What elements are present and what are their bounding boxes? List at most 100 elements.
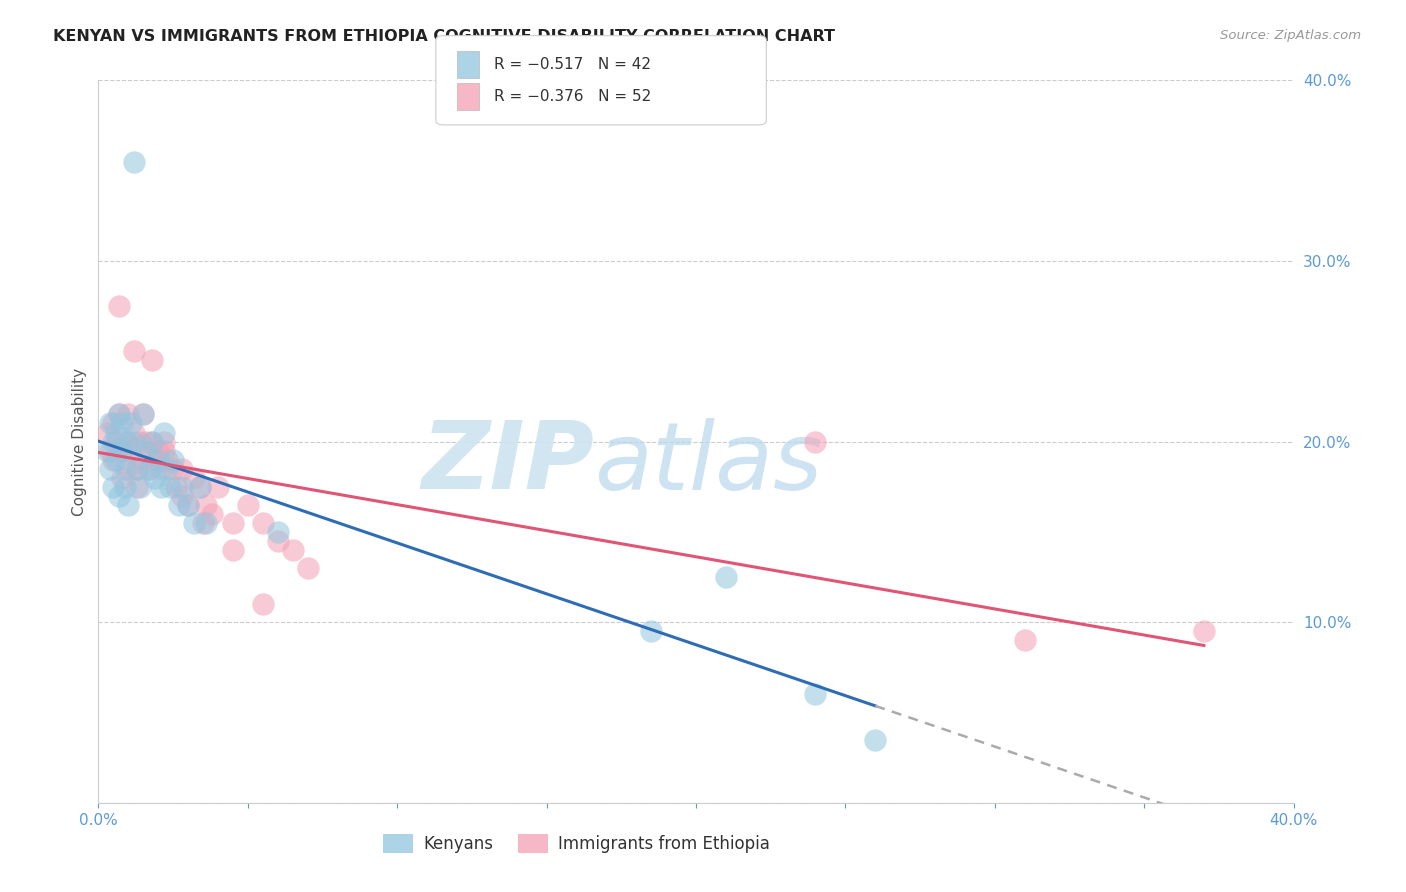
- Legend: Kenyans, Immigrants from Ethiopia: Kenyans, Immigrants from Ethiopia: [377, 827, 776, 860]
- Point: [207, 480, 229, 494]
- Point: [124, 344, 146, 359]
- Point: [172, 480, 194, 494]
- Point: [127, 461, 149, 475]
- Point: [98, 417, 122, 431]
- Text: atlas: atlas: [595, 417, 823, 508]
- Point: [172, 489, 194, 503]
- Point: [252, 516, 274, 530]
- Point: [1192, 624, 1215, 639]
- Point: [111, 417, 134, 431]
- Text: KENYAN VS IMMIGRANTS FROM ETHIOPIA COGNITIVE DISABILITY CORRELATION CHART: KENYAN VS IMMIGRANTS FROM ETHIOPIA COGNI…: [53, 29, 835, 44]
- Point: [117, 498, 139, 512]
- Point: [138, 461, 160, 475]
- Point: [640, 624, 662, 639]
- Point: [153, 443, 176, 458]
- Point: [172, 461, 194, 475]
- Text: R = −0.517   N = 42: R = −0.517 N = 42: [494, 57, 651, 71]
- Point: [148, 452, 170, 467]
- Point: [124, 154, 146, 169]
- Point: [132, 408, 155, 422]
- Point: [98, 443, 122, 458]
- Point: [191, 516, 214, 530]
- Point: [105, 452, 128, 467]
- Point: [103, 480, 125, 494]
- Point: [865, 732, 887, 747]
- Point: [177, 498, 200, 512]
- Point: [1014, 633, 1036, 648]
- Point: [127, 461, 149, 475]
- Point: [267, 533, 290, 548]
- Point: [165, 480, 187, 494]
- Point: [105, 434, 128, 449]
- Point: [281, 542, 304, 557]
- Point: [108, 489, 131, 503]
- Point: [141, 353, 163, 368]
- Point: [111, 443, 134, 458]
- Text: ZIP: ZIP: [422, 417, 595, 509]
- Point: [162, 452, 184, 467]
- Point: [114, 434, 136, 449]
- Point: [267, 524, 290, 539]
- Point: [153, 434, 176, 449]
- Point: [132, 452, 155, 467]
- Point: [804, 687, 827, 701]
- Point: [114, 461, 136, 475]
- Point: [167, 498, 190, 512]
- Point: [103, 417, 125, 431]
- Point: [195, 498, 218, 512]
- Point: [222, 516, 245, 530]
- Point: [159, 480, 181, 494]
- Point: [804, 434, 827, 449]
- Point: [120, 417, 142, 431]
- Point: [103, 452, 125, 467]
- Point: [138, 461, 160, 475]
- Point: [148, 443, 170, 458]
- Point: [201, 507, 224, 521]
- Point: [108, 408, 131, 422]
- Point: [111, 443, 134, 458]
- Point: [188, 480, 211, 494]
- Point: [141, 434, 163, 449]
- Point: [135, 443, 157, 458]
- Point: [236, 498, 259, 512]
- Point: [141, 434, 163, 449]
- Point: [156, 461, 179, 475]
- Point: [124, 434, 146, 449]
- Point: [117, 461, 139, 475]
- Point: [143, 471, 166, 485]
- Point: [96, 443, 118, 458]
- Point: [153, 425, 176, 440]
- Point: [114, 480, 136, 494]
- Point: [108, 408, 131, 422]
- Point: [183, 516, 205, 530]
- Point: [188, 480, 211, 494]
- Point: [135, 434, 157, 449]
- Y-axis label: Cognitive Disability: Cognitive Disability: [72, 368, 87, 516]
- Point: [714, 570, 737, 584]
- Point: [132, 408, 155, 422]
- Point: [124, 425, 146, 440]
- Point: [108, 299, 131, 313]
- Point: [117, 434, 139, 449]
- Text: Source: ZipAtlas.com: Source: ZipAtlas.com: [1220, 29, 1361, 42]
- Point: [103, 434, 125, 449]
- Point: [162, 461, 184, 475]
- Point: [127, 480, 149, 494]
- Point: [177, 498, 200, 512]
- Point: [129, 480, 152, 494]
- Point: [156, 452, 179, 467]
- Point: [129, 434, 152, 449]
- Point: [150, 461, 173, 475]
- Point: [195, 516, 218, 530]
- Point: [98, 461, 122, 475]
- Point: [105, 425, 128, 440]
- Point: [143, 452, 166, 467]
- Point: [150, 480, 173, 494]
- Point: [222, 542, 245, 557]
- Point: [120, 443, 142, 458]
- Point: [297, 561, 319, 575]
- Point: [111, 471, 134, 485]
- Point: [183, 471, 205, 485]
- Point: [117, 408, 139, 422]
- Point: [96, 425, 118, 440]
